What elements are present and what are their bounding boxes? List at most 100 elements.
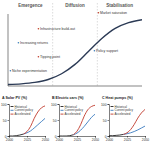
tick: 50 <box>103 119 109 123</box>
tick-label: 100 <box>101 103 107 107</box>
plot-area <box>8 20 142 85</box>
legend-swatch <box>11 106 14 107</box>
figure: Emergence Diffusion Stabilisation Niche exp… <box>0 0 150 150</box>
tick-mark <box>58 104 60 105</box>
tick: 0 <box>55 135 59 139</box>
tick-label: 2050 <box>92 138 100 142</box>
tick-label: 0 <box>55 135 57 139</box>
tick-label: 50 <box>53 119 57 123</box>
legend: HistoricalCurrent policyAccelerated <box>11 105 34 117</box>
tick-label: 0 <box>5 135 7 139</box>
legend-label: Accelerated <box>65 112 81 116</box>
tick-label: 100 <box>51 103 57 107</box>
panel-title: C Heat pumps (%) <box>102 96 134 100</box>
phase-label: Emergence <box>18 3 43 8</box>
tick-mark <box>8 136 10 137</box>
tick-mark <box>8 104 10 105</box>
phase-label: Diffusion <box>65 3 85 8</box>
x-axis: 2000 2025 2050 <box>106 136 150 142</box>
tick-mark <box>108 136 110 137</box>
panel: C Heat pumps (%) 2000 2025 2050 0 50 100 Histor… <box>101 96 149 142</box>
tick-mark <box>58 120 60 121</box>
axis-line <box>8 105 10 137</box>
tick-label: 2000 <box>56 138 64 142</box>
tick-label: 2000 <box>106 138 114 142</box>
tick: 100 <box>1 103 9 107</box>
legend: HistoricalCurrent policyAccelerated <box>61 105 84 117</box>
phase-label: Stabilisation <box>106 3 133 8</box>
legend-label: Accelerated <box>115 112 131 116</box>
legend: HistoricalCurrent policyAccelerated <box>111 105 134 117</box>
panel: A Solar PV (%) 2000 2025 2050 0 50 100 Historic… <box>1 96 49 142</box>
s-curve <box>8 20 142 85</box>
annotation-bullet <box>94 50 96 52</box>
tick-label: 2025 <box>24 138 32 142</box>
tick: 50 <box>53 119 59 123</box>
legend-swatch <box>111 114 114 115</box>
tick: 100 <box>51 103 59 107</box>
y-axis: 0 50 100 <box>1 103 10 139</box>
panel: B Electric cars (%) 2000 2025 2050 0 50 100 His… <box>51 96 99 142</box>
legend-swatch <box>11 114 14 115</box>
x-axis-line <box>8 86 142 87</box>
tick-mark <box>8 120 10 121</box>
tick: 2050 <box>42 136 50 142</box>
tick: 2000 <box>106 136 114 142</box>
tick-label: 2025 <box>124 138 132 142</box>
tick: 2050 <box>142 136 150 142</box>
annotation-bullet <box>38 56 40 58</box>
tick-mark <box>108 120 110 121</box>
legend-swatch <box>61 114 64 115</box>
tick-label: 2025 <box>74 138 82 142</box>
phase-divider <box>52 3 53 86</box>
plot-area <box>9 106 45 136</box>
tick-label: 2000 <box>6 138 14 142</box>
concept-panel: Emergence Diffusion Stabilisation Niche exp… <box>8 3 142 86</box>
annotation: Market saturation <box>100 11 127 15</box>
tick-mark <box>58 136 60 137</box>
tick: 2050 <box>92 136 100 142</box>
tick: 0 <box>105 135 109 139</box>
legend-swatch <box>61 110 64 111</box>
tick-label: 2050 <box>142 138 150 142</box>
axis-line <box>58 105 60 137</box>
annotation-bullet <box>98 12 100 14</box>
annotation-bullet <box>18 42 20 44</box>
series-line <box>9 134 23 136</box>
plot-area <box>109 109 145 135</box>
panel-title: A Solar PV (%) <box>2 96 28 100</box>
plot-area <box>59 105 95 136</box>
annotation: Increasing returns <box>20 41 48 45</box>
series-line <box>109 134 123 135</box>
legend-swatch <box>11 110 14 111</box>
y-axis: 0 50 100 <box>101 103 110 139</box>
legend-swatch <box>111 110 114 111</box>
tick: 2000 <box>56 136 64 142</box>
tick-label: 50 <box>103 119 107 123</box>
tick: 2025 <box>24 136 32 142</box>
tick: 0 <box>5 135 9 139</box>
tick: 50 <box>3 119 9 123</box>
series-line <box>59 135 73 136</box>
x-axis: 2000 2025 2050 <box>56 136 100 142</box>
annotation-bullet <box>10 70 12 72</box>
annotation-bullet <box>38 28 40 30</box>
tick: 2000 <box>6 136 14 142</box>
y-axis-line <box>8 14 9 86</box>
tick-label: 2050 <box>42 138 50 142</box>
tick-mark <box>108 104 110 105</box>
annotation: Niche experimentation <box>12 69 47 73</box>
y-axis: 0 50 100 <box>51 103 60 139</box>
annotation: Infrastructure build-out <box>40 27 75 31</box>
phase-divider <box>97 3 98 86</box>
tick-label: 50 <box>3 119 7 123</box>
axis-line <box>108 105 110 137</box>
tick-label: 100 <box>1 103 7 107</box>
tick: 2025 <box>74 136 82 142</box>
tick: 100 <box>101 103 109 107</box>
x-axis: 2000 2025 2050 <box>6 136 50 142</box>
legend-swatch <box>61 106 64 107</box>
panel-title: B Electric cars (%) <box>52 96 84 100</box>
legend-swatch <box>111 106 114 107</box>
tick: 2025 <box>124 136 132 142</box>
